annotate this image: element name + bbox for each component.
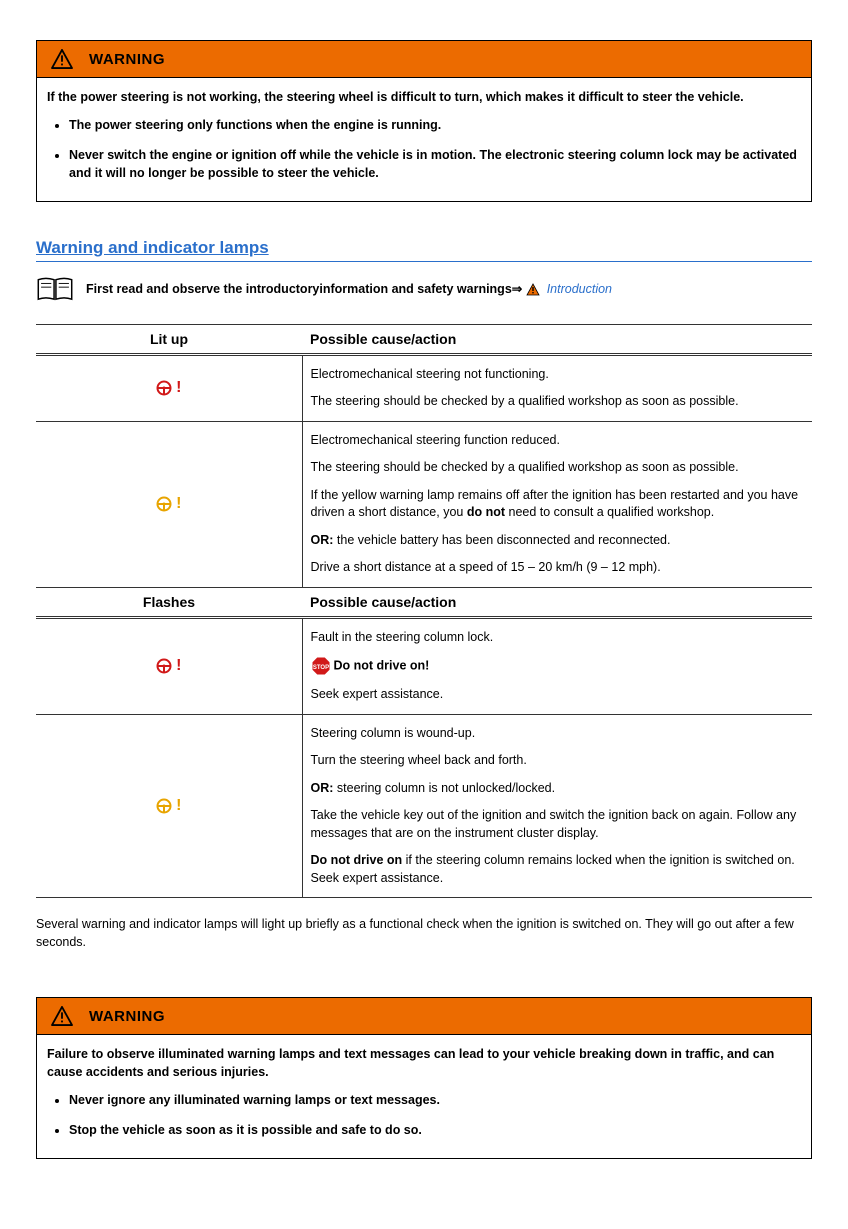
warning-bullet: The power steering only functions when t…	[69, 116, 801, 134]
cell-text: The steering should be checked by a qual…	[311, 393, 805, 411]
icon-cell: !	[36, 421, 302, 587]
warning-title: WARNING	[89, 51, 165, 68]
stop-icon: STOP	[311, 656, 331, 676]
icon-cell: !	[36, 617, 302, 714]
warning-intro: Failure to observe illuminated warning l…	[47, 1045, 801, 1081]
warning-bullet: Never ignore any illuminated warning lam…	[69, 1091, 801, 1109]
svg-text:STOP: STOP	[312, 665, 328, 671]
table-header-row: Lit up Possible cause/action	[36, 324, 812, 354]
warning-bullet: Stop the vehicle as soon as it is possib…	[69, 1121, 801, 1139]
warning-bullet: Never switch the engine or ignition off …	[69, 146, 801, 182]
indicator-lamps-table: Lit up Possible cause/action ! Electrome…	[36, 324, 812, 899]
cell-text: Electromechanical steering not functioni…	[311, 366, 805, 384]
warning-body: If the power steering is not working, th…	[37, 78, 811, 201]
cell-text: Take the vehicle key out of the ignition…	[311, 807, 805, 842]
header-cause: Possible cause/action	[302, 587, 812, 617]
section-title: Warning and indicator lamps	[36, 238, 812, 262]
introduction-link[interactable]: Introduction	[547, 282, 612, 296]
footer-note: Several warning and indicator lamps will…	[36, 916, 812, 951]
cell-text: STOP Do not drive on!	[311, 656, 805, 676]
table-row: ! Electromechanical steering function re…	[36, 421, 812, 587]
text-cell: Electromechanical steering not functioni…	[302, 354, 812, 421]
header-cause: Possible cause/action	[302, 324, 812, 354]
cell-text: Do not drive on if the steering column r…	[311, 852, 805, 887]
text-cell: Electromechanical steering function redu…	[302, 421, 812, 587]
cell-text: Turn the steering wheel back and forth.	[311, 752, 805, 770]
intro-text: First read and observe the introductoryi…	[86, 281, 612, 296]
warning-body: Failure to observe illuminated warning l…	[37, 1035, 811, 1158]
steering-yellow-icon: !	[156, 495, 181, 512]
warning-title: WARNING	[89, 1008, 165, 1025]
steering-red-icon: !	[156, 657, 181, 674]
intro-text-main: First read and observe the introductoryi…	[86, 282, 522, 296]
warning-box-2: WARNING Failure to observe illuminated w…	[36, 997, 812, 1159]
book-icon	[36, 276, 74, 302]
warning-header: WARNING	[37, 41, 811, 78]
warning-box-1: WARNING If the power steering is not wor…	[36, 40, 812, 202]
steering-yellow-icon: !	[156, 797, 181, 814]
cell-text: Electromechanical steering function redu…	[311, 432, 805, 450]
header-lit-up: Lit up	[36, 324, 302, 354]
warning-header: WARNING	[37, 998, 811, 1035]
cell-text: OR: the vehicle battery has been disconn…	[311, 532, 805, 550]
text-cell: Steering column is wound-up. Turn the st…	[302, 714, 812, 898]
warning-intro: If the power steering is not working, th…	[47, 88, 801, 106]
header-flashes: Flashes	[36, 587, 302, 617]
icon-cell: !	[36, 354, 302, 421]
steering-red-icon: !	[156, 379, 181, 396]
icon-cell: !	[36, 714, 302, 898]
table-row: ! Fault in the steering column lock. STO…	[36, 617, 812, 714]
cell-text: Fault in the steering column lock.	[311, 629, 805, 647]
cell-text: Steering column is wound-up.	[311, 725, 805, 743]
cell-text: Seek expert assistance.	[311, 686, 805, 704]
table-row: ! Electromechanical steering not functio…	[36, 354, 812, 421]
warning-triangle-icon	[51, 49, 73, 69]
cell-text: The steering should be checked by a qual…	[311, 459, 805, 477]
intro-row: First read and observe the introductoryi…	[36, 276, 812, 302]
cell-text: If the yellow warning lamp remains off a…	[311, 487, 805, 522]
small-warning-triangle-icon	[526, 283, 540, 296]
table-row: ! Steering column is wound-up. Turn the …	[36, 714, 812, 898]
cell-text: Drive a short distance at a speed of 15 …	[311, 559, 805, 577]
cell-text: OR: steering column is not unlocked/lock…	[311, 780, 805, 798]
warning-triangle-icon	[51, 1006, 73, 1026]
table-header-row: Flashes Possible cause/action	[36, 587, 812, 617]
text-cell: Fault in the steering column lock. STOP …	[302, 617, 812, 714]
